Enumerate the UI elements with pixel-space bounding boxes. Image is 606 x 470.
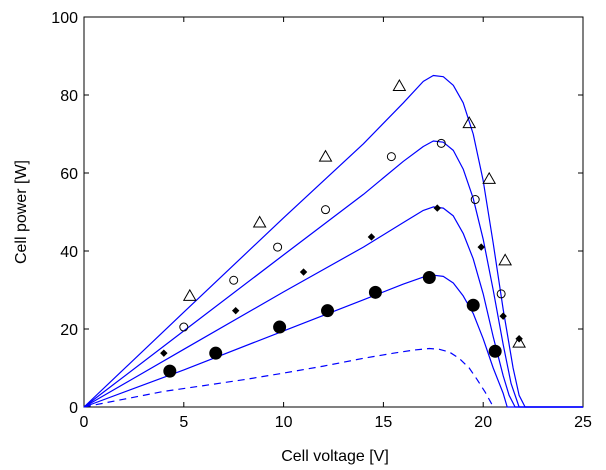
series-line-5 — [83, 347, 494, 408]
data-point-diamond — [477, 243, 485, 251]
plot-area: 0 5 10 15 20 25 0 20 40 60 80 100 — [51, 10, 592, 431]
data-point-circle — [321, 205, 331, 215]
x-tick-label: 5 — [179, 414, 188, 431]
data-point-circle — [229, 275, 239, 285]
data-point-diamond — [515, 335, 523, 343]
data-point-triangle — [182, 288, 197, 301]
data-point-diamond — [160, 349, 168, 357]
data-point-circle — [496, 289, 506, 299]
data-point-filled-circle — [209, 346, 223, 360]
x-tick-label: 10 — [275, 414, 293, 431]
data-point-diamond — [367, 233, 376, 241]
data-point-circle — [436, 138, 446, 148]
x-tick-label: 25 — [574, 414, 592, 431]
series-line-1 — [83, 74, 583, 408]
data-point-triangle — [392, 79, 407, 92]
data-point-triangle — [252, 215, 267, 228]
data-point-triangle — [482, 171, 497, 184]
y-tick-label: 0 — [69, 400, 78, 417]
y-tick-label: 60 — [60, 166, 78, 183]
y-tick-label: 40 — [60, 244, 78, 261]
data-point-circle — [179, 322, 189, 332]
y-tick-label: 20 — [60, 322, 78, 339]
data-point-triangle — [318, 149, 333, 162]
data-point-circle — [386, 152, 396, 162]
data-point-circle — [470, 195, 480, 205]
data-point-filled-circle — [163, 364, 177, 378]
y-tick-label: 80 — [60, 88, 78, 105]
x-tick-label: 20 — [474, 414, 492, 431]
x-tick-label: 0 — [80, 414, 89, 431]
series-line-3 — [83, 206, 583, 408]
data-point-filled-circle — [422, 271, 436, 285]
data-point-filled-circle — [368, 285, 382, 299]
plot-frame — [83, 16, 584, 408]
y-tick-label: 100 — [51, 10, 78, 27]
data-point-filled-circle — [321, 304, 335, 318]
data-point-triangle — [512, 335, 526, 348]
x-tick-label: 15 — [375, 414, 393, 431]
data-point-filled-circle — [488, 344, 502, 358]
data-point-filled-circle — [273, 320, 287, 334]
x-axis-label: Cell voltage [V] — [281, 448, 389, 465]
data-point-circle — [273, 242, 283, 252]
series-line-2 — [83, 140, 583, 408]
data-point-diamond — [231, 306, 240, 315]
data-point-diamond — [433, 204, 441, 212]
data-point-triangle — [498, 253, 513, 266]
data-point-diamond — [299, 268, 308, 276]
data-point-diamond — [499, 312, 507, 320]
data-point-triangle — [462, 116, 477, 129]
y-axis-label: Cell power [W] — [13, 160, 30, 264]
data-point-filled-circle — [466, 298, 480, 312]
